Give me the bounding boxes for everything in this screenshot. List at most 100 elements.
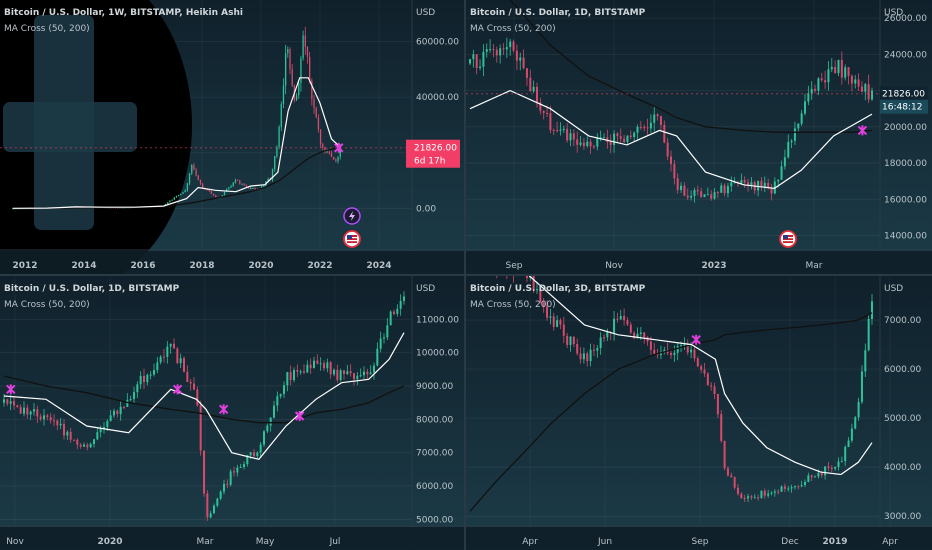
candle (844, 445, 847, 466)
candle (535, 281, 539, 295)
candle (834, 466, 837, 471)
chart-svg-bottom-left[interactable]: Bitcoin / U.S. Dollar, 1D, BITSTAMP MA Cr… (0, 276, 464, 550)
candle (649, 114, 652, 133)
price-tag: 21826.00 6d 17h (406, 139, 460, 168)
indicator-label: MA Cross (50, 200) (470, 300, 556, 310)
candle (212, 193, 215, 197)
horizontal-divider[interactable] (0, 274, 932, 276)
x-tick-label: 2014 (71, 261, 96, 271)
candle (149, 371, 152, 380)
candle (278, 125, 280, 150)
candle (176, 347, 179, 365)
candle (229, 469, 232, 487)
candles (3, 291, 405, 521)
candle (854, 415, 857, 430)
candle (820, 72, 823, 82)
chart-panel-bottom-left[interactable]: Bitcoin / U.S. Dollar, 1D, BITSTAMP MA Cr… (0, 276, 464, 550)
candle (546, 300, 549, 321)
ma-slow-line (509, 0, 873, 133)
candle (300, 55, 302, 92)
candle (867, 74, 870, 103)
candle (525, 67, 528, 86)
candle (803, 479, 807, 488)
candle (303, 364, 305, 375)
candle (322, 142, 324, 151)
candle (572, 129, 575, 147)
chart-svg-bottom-right[interactable]: Bitcoin / U.S. Dollar, 3D, BITSTAMP MA Cr… (466, 276, 932, 550)
candle (399, 294, 402, 316)
candle (359, 368, 362, 378)
chart-panel-bottom-right[interactable]: Bitcoin / U.S. Dollar, 3D, BITSTAMP MA Cr… (466, 276, 932, 550)
candle (66, 430, 69, 441)
x-tick-label: Mar (806, 261, 823, 271)
time-axis[interactable] (466, 251, 932, 274)
cross-marker[interactable] (172, 384, 183, 395)
candle (210, 190, 213, 195)
candle (669, 150, 673, 172)
x-tick-label: 2024 (366, 261, 391, 271)
chart-background (466, 0, 932, 274)
candle (139, 371, 142, 389)
x-tick-label: 2020 (248, 261, 273, 271)
cross-marker[interactable] (294, 411, 305, 421)
x-tick-label: 2020 (97, 537, 122, 547)
x-tick-label: 2019 (822, 537, 847, 547)
candle (304, 26, 306, 55)
chart-svg-top-left[interactable]: Bitcoin / U.S. Dollar, 1W, BITSTAMP, Hei… (0, 0, 464, 274)
candle (807, 85, 810, 106)
candle (750, 494, 753, 500)
candle (686, 339, 689, 356)
chart-title: Bitcoin / U.S. Dollar, 1D, BITSTAMP (470, 8, 646, 18)
candle (854, 75, 857, 89)
candle (313, 94, 315, 115)
time-axis[interactable] (0, 251, 464, 274)
candle (286, 372, 289, 392)
chart-svg-top-right[interactable]: Bitcoin / U.S. Dollar, 1D, BITSTAMP MA Cr… (466, 0, 932, 274)
candle (216, 497, 219, 508)
candle (626, 317, 629, 327)
candle (840, 51, 843, 85)
candle (663, 346, 666, 355)
lightning-icon[interactable] (343, 207, 361, 225)
x-tick-label: May (256, 537, 275, 547)
candle (316, 354, 319, 365)
cross-marker[interactable] (334, 142, 344, 153)
price-tag-value: 21826.00 (414, 144, 457, 154)
candle (280, 101, 282, 132)
chart-title: Bitcoin / U.S. Dollar, 1W, BITSTAMP, Hei… (4, 8, 243, 18)
candle (193, 162, 195, 171)
y-tick-label: 5000.00 (416, 515, 453, 525)
candle (219, 490, 222, 501)
us-flag-icon[interactable] (779, 230, 797, 248)
cross-marker[interactable] (857, 125, 868, 136)
cross-marker[interactable] (691, 334, 701, 345)
candle (233, 466, 235, 477)
chart-panel-top-left[interactable]: Bitcoin / U.S. Dollar, 1W, BITSTAMP, Hei… (0, 0, 464, 274)
candle (36, 405, 39, 423)
time-axis[interactable] (466, 527, 932, 550)
candle (713, 382, 716, 400)
candle (96, 428, 99, 441)
cross-marker[interactable] (6, 384, 16, 395)
plus-icon[interactable] (0, 0, 192, 274)
time-axis[interactable] (0, 527, 464, 550)
candle (646, 336, 649, 346)
candle (757, 494, 760, 501)
cross-marker[interactable] (218, 404, 229, 415)
candle (750, 176, 753, 190)
candle (489, 39, 492, 53)
ma-slow-line (3, 375, 405, 424)
us-flag-icon[interactable] (343, 230, 361, 248)
candle (180, 193, 182, 196)
candle (208, 190, 210, 192)
candle (299, 369, 302, 375)
candle (760, 177, 763, 192)
candle (191, 164, 193, 176)
chart-panel-top-right[interactable]: Bitcoin / U.S. Dollar, 1D, BITSTAMP MA Cr… (466, 0, 932, 274)
candle (339, 368, 342, 382)
candle (177, 194, 180, 197)
candle (468, 59, 472, 66)
y-tick-label: 20000.00 (884, 123, 927, 133)
candle (730, 472, 733, 478)
x-tick-label: 2018 (189, 261, 214, 271)
